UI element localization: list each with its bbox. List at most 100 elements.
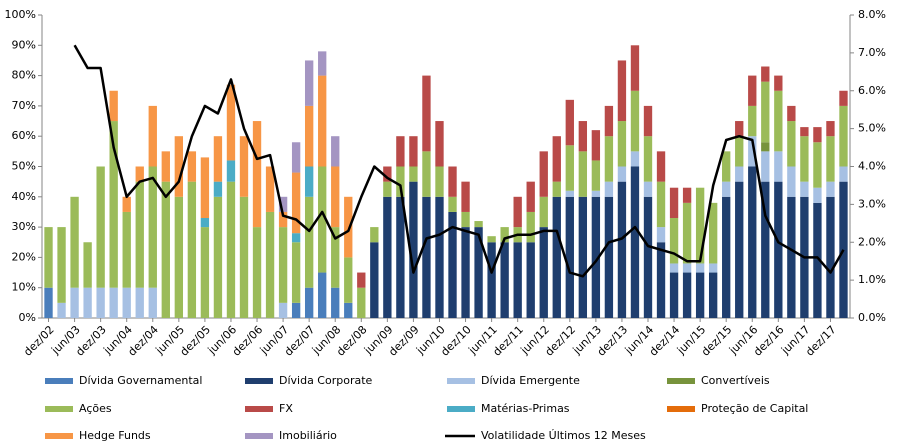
bar	[565, 99, 574, 146]
bar	[318, 166, 327, 273]
bar	[344, 257, 353, 303]
bar	[278, 302, 288, 318]
bar	[617, 181, 627, 318]
bar	[83, 242, 92, 288]
bar	[122, 196, 131, 212]
bar	[396, 136, 405, 167]
bar	[161, 151, 170, 182]
legend-swatch	[667, 406, 695, 412]
bar	[265, 166, 275, 212]
bar	[682, 272, 692, 318]
bar	[331, 287, 340, 318]
bar	[748, 166, 757, 318]
bar	[774, 151, 783, 182]
bar	[552, 196, 561, 318]
bar	[630, 151, 640, 167]
bar	[278, 196, 288, 212]
bar	[200, 227, 210, 318]
line	[73, 44, 845, 278]
bar	[578, 121, 588, 152]
y-tick-label: 60%	[12, 129, 36, 142]
bar	[565, 145, 574, 191]
legend-swatch	[45, 433, 73, 439]
bar	[669, 218, 679, 264]
y-tick-label: 80%	[12, 69, 36, 82]
bar	[839, 105, 848, 167]
bar	[148, 287, 157, 318]
bar	[461, 181, 470, 212]
bar	[656, 242, 666, 318]
bar	[435, 166, 444, 197]
y2-tick-label: 4.0%	[858, 160, 886, 173]
legend-label: Imobiliário	[279, 429, 337, 442]
bar	[226, 181, 236, 318]
bar	[761, 81, 770, 143]
legend-label: Volatilidade Últimos 12 Meses	[481, 429, 646, 442]
bar	[265, 211, 275, 318]
bar	[604, 181, 614, 197]
bar	[787, 105, 796, 122]
bar	[826, 196, 835, 318]
bar	[370, 242, 379, 318]
y-tick-label: 30%	[12, 220, 36, 233]
bar	[735, 136, 744, 167]
bar	[552, 136, 561, 182]
legend-swatch	[667, 378, 695, 384]
bar	[304, 196, 314, 288]
y-tick-label: 20%	[12, 250, 36, 263]
bar	[200, 157, 210, 219]
x-tick-label: dez/02	[21, 323, 57, 359]
bar	[435, 196, 444, 318]
bar	[422, 196, 431, 318]
bar	[487, 236, 496, 243]
bar	[630, 45, 640, 91]
bar	[226, 160, 236, 182]
bar	[435, 121, 444, 167]
bar	[383, 181, 392, 197]
y2-tick-label: 2.0%	[858, 235, 886, 248]
bar	[669, 272, 679, 318]
bar	[422, 75, 431, 152]
bar	[448, 196, 457, 212]
bar	[213, 196, 223, 318]
legend-swatch	[45, 378, 73, 384]
y2-tick-label: 3.0%	[858, 197, 886, 210]
bar	[357, 287, 366, 318]
bar	[526, 181, 535, 212]
bar	[656, 151, 666, 182]
bar	[474, 227, 483, 318]
bar	[695, 263, 705, 273]
bar	[461, 227, 470, 318]
bar	[761, 66, 770, 82]
y2-tick-label: 0.0%	[858, 311, 886, 324]
legend-label: Hedge Funds	[79, 429, 151, 442]
bar	[748, 105, 757, 137]
bar	[774, 75, 783, 91]
bar	[239, 136, 249, 197]
bar	[331, 166, 340, 228]
bar	[239, 196, 249, 318]
bar	[409, 136, 418, 167]
y2-tick-label: 1.0%	[858, 273, 886, 286]
y-tick-label: 10%	[12, 281, 36, 294]
y-tick-label: 70%	[12, 99, 36, 112]
bar	[487, 242, 496, 318]
bar	[761, 181, 770, 318]
bar	[591, 196, 601, 318]
bar	[409, 181, 418, 318]
bar	[735, 121, 744, 137]
bar	[474, 221, 483, 228]
bar	[383, 166, 392, 182]
bar	[839, 90, 848, 106]
bar	[604, 136, 614, 182]
bar	[682, 263, 692, 273]
bar	[304, 105, 314, 167]
bar	[813, 127, 822, 143]
bar	[735, 181, 744, 318]
legend-label: Proteção de Capital	[701, 402, 808, 415]
bar	[318, 75, 327, 167]
bar	[44, 227, 53, 288]
bar	[813, 187, 822, 203]
bar	[708, 272, 718, 318]
bar	[539, 227, 548, 318]
